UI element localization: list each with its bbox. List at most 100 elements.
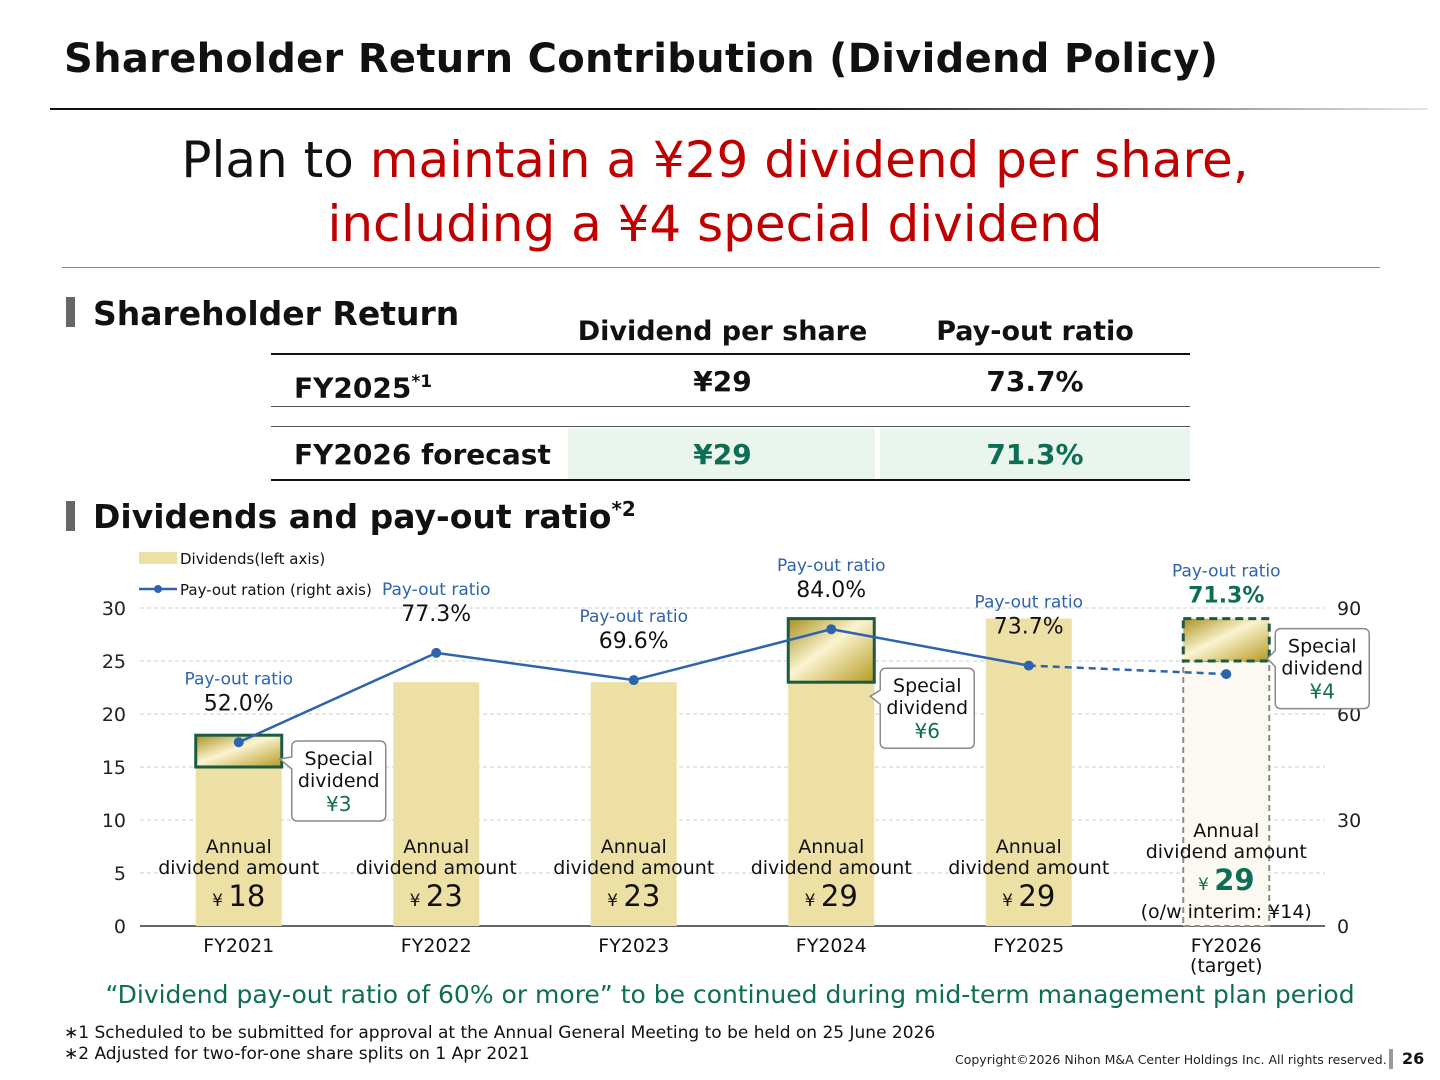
table-mid-rule-2 — [271, 426, 1190, 427]
left-axis-tick: 30 — [102, 598, 126, 620]
dividend-bar — [393, 682, 480, 926]
headline-highlight-line2: including a ¥4 special dividend — [327, 195, 1103, 253]
legend-line-marker — [154, 585, 162, 593]
left-axis-tick: 15 — [102, 757, 126, 779]
table-cell-fy2025-dividend: ¥29 — [693, 365, 752, 398]
dividend-bar — [195, 767, 282, 926]
right-axis-tick: 0 — [1337, 916, 1349, 938]
headline-divider — [62, 267, 1380, 268]
callout-line1: Special — [305, 748, 373, 770]
section-title-chart: Dividends and pay-out ratio*2 — [93, 497, 636, 536]
interim-note: (o/w interim: ¥14) — [1141, 901, 1312, 923]
category-label: (target) — [1190, 955, 1263, 977]
legend-bar-swatch — [139, 552, 177, 564]
callout-line1: Special — [1288, 636, 1356, 658]
annual-label-line1: Annual — [206, 836, 272, 858]
payout-label-title: Pay-out ratio — [1172, 562, 1281, 582]
annual-label-line2: dividend amount — [1146, 841, 1307, 863]
callout-amount: ¥6 — [915, 719, 940, 743]
special-dividend-segment — [1181, 617, 1271, 663]
callout-line2: dividend — [1281, 658, 1363, 680]
annual-dividend-value: ¥ 29 — [1002, 879, 1055, 913]
right-axis-tick: 30 — [1337, 810, 1361, 832]
legend-line-label: Pay-out ration (right axis) — [180, 581, 372, 599]
footnote-1: ∗1 Scheduled to be submitted for approva… — [64, 1023, 936, 1043]
payout-label-title: Pay-out ratio — [382, 580, 491, 600]
annual-label-line2: dividend amount — [553, 857, 714, 879]
annual-dividend-value: ¥ 23 — [410, 879, 463, 913]
page-title: Shareholder Return Contribution (Dividen… — [64, 36, 1219, 82]
payout-label-value: 77.3% — [401, 602, 471, 627]
annual-label-line2: dividend amount — [751, 857, 912, 879]
section-title-return: Shareholder Return — [93, 294, 460, 333]
payout-point — [826, 624, 837, 635]
payout-label-title: Pay-out ratio — [579, 607, 688, 627]
annual-dividend-value: ¥ 18 — [212, 879, 265, 913]
category-label: FY2023 — [598, 935, 669, 957]
payout-point — [628, 675, 639, 686]
category-label: FY2025 — [993, 935, 1064, 957]
headline-prefix: Plan to — [181, 131, 370, 189]
payout-point — [431, 647, 442, 658]
section-marker-return — [66, 297, 75, 327]
payout-line-projected — [1028, 664, 1227, 676]
category-label: FY2026 — [1191, 935, 1262, 957]
payout-label-value: 71.3% — [1188, 584, 1264, 609]
payout-label-value: 84.0% — [796, 578, 866, 603]
footnote-2: ∗2 Adjusted for two-for-one share splits… — [64, 1044, 530, 1064]
table-row-fy2026-label: FY2026 forecast — [294, 438, 551, 471]
left-axis-tick: 5 — [114, 863, 126, 885]
copyright: Copyright©2026 Nihon M&A Center Holdings… — [955, 1052, 1387, 1067]
annual-label-line1: Annual — [996, 836, 1062, 858]
annual-label-line2: dividend amount — [948, 857, 1109, 879]
callout-line2: dividend — [298, 770, 380, 792]
callout-amount: ¥3 — [326, 792, 351, 816]
payout-point — [1023, 660, 1034, 671]
annual-label-line2: dividend amount — [158, 857, 319, 879]
annual-label-line1: Annual — [798, 836, 864, 858]
table-bottom-rule — [271, 479, 1190, 481]
category-label: FY2021 — [203, 935, 274, 957]
section-marker-chart — [66, 501, 75, 531]
annual-dividend-value: ¥ 29 — [1198, 863, 1255, 897]
callout-amount: ¥4 — [1310, 680, 1335, 704]
payout-label-title: Pay-out ratio — [777, 556, 886, 576]
special-dividend-callout — [1266, 627, 1370, 710]
left-axis-tick: 0 — [114, 916, 126, 938]
title-divider — [50, 108, 1428, 110]
table-header-dividend: Dividend per share — [577, 316, 868, 347]
dividend-chart: 0 5 10 15 20 25 30 0 30 60 90 Dividends(left axis) P… — [102, 550, 1370, 977]
copyright-divider — [1389, 1049, 1393, 1069]
table-highlight-dividend — [568, 428, 875, 479]
annual-dividend-value: ¥ 23 — [607, 879, 660, 913]
payout-label-title: Pay-out ratio — [184, 669, 293, 689]
table-row-fy2025-label: FY2025*1 — [294, 371, 433, 405]
dividend-bar — [788, 682, 875, 926]
annual-dividend-value: ¥ 29 — [805, 879, 858, 913]
annual-label-line1: Annual — [1193, 820, 1259, 842]
payout-label-value: 73.7% — [994, 615, 1064, 640]
annual-label-line1: Annual — [403, 836, 469, 858]
payout-label-value: 69.6% — [599, 629, 669, 654]
left-axis-tick: 20 — [102, 704, 126, 726]
callout-line1: Special — [893, 675, 961, 697]
legend-bar-label: Dividends(left axis) — [180, 550, 325, 568]
payout-label-value: 52.0% — [204, 691, 274, 716]
category-label: FY2022 — [401, 935, 472, 957]
table-highlight-payout — [880, 428, 1190, 479]
category-label: FY2024 — [796, 935, 867, 957]
left-axis-tick: 10 — [102, 810, 126, 832]
special-dividend-callout — [278, 740, 387, 822]
callout-line2: dividend — [886, 697, 968, 719]
policy-quote: “Dividend pay-out ratio of 60% or more” … — [105, 980, 1355, 1009]
annual-label-line2: dividend amount — [356, 857, 517, 879]
headline-highlight-line1: maintain a ¥29 dividend per share, — [369, 131, 1249, 189]
right-axis-tick: 90 — [1337, 598, 1361, 620]
table-cell-fy2026-payout: 71.3% — [986, 438, 1084, 471]
left-axis-tick: 25 — [102, 651, 126, 673]
special-dividend-segment — [194, 733, 284, 769]
payout-label-title: Pay-out ratio — [974, 593, 1083, 613]
annual-label-line1: Annual — [601, 836, 667, 858]
headline: Plan to maintain a ¥29 dividend per shar… — [0, 128, 1430, 256]
table-top-rule — [271, 353, 1190, 355]
